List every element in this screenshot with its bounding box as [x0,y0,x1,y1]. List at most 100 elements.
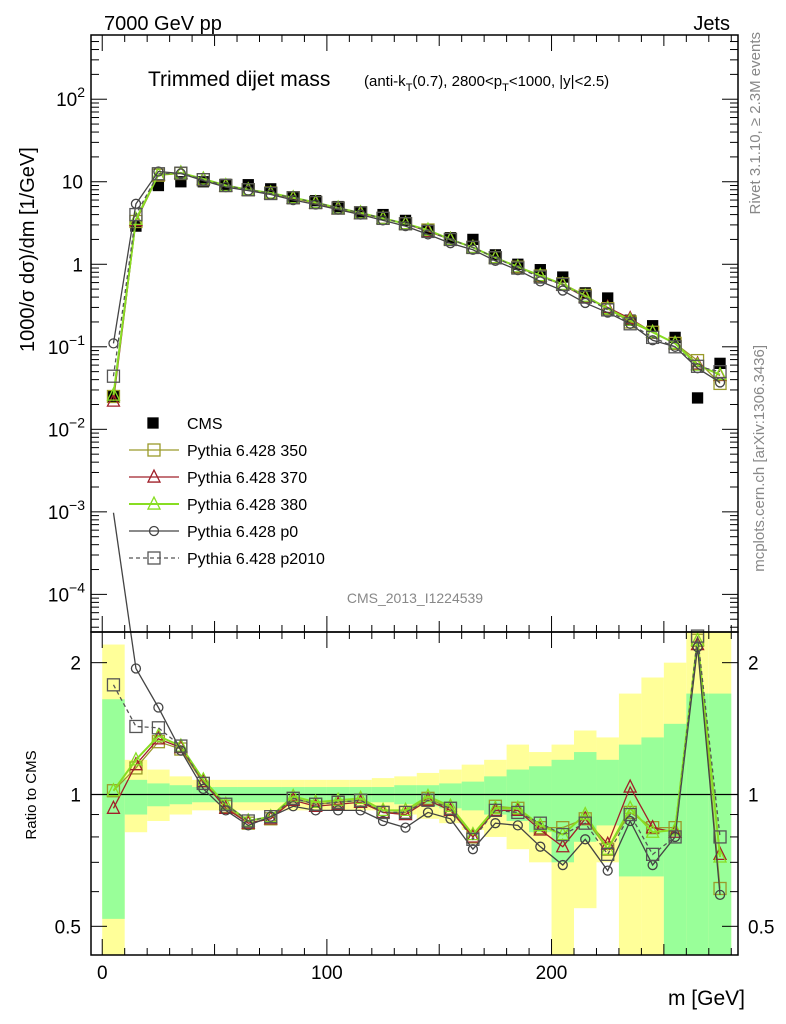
ratio-point-pythia-6-428-p0 [669,831,681,843]
ratio-point-pythia-6-428-p2010 [398,805,413,820]
axis-tick-labels: 10−4 10−3 10−2 10−1 1 10 102 0.5 0.5 1 1 2 2 0 100 200 [48,84,775,984]
ratio-point-pythia-6-428-p2010 [219,797,233,811]
main-series-pythia-6-428-370 [106,164,728,407]
ratio-point-pythia-6-428-380 [510,799,525,814]
main-point-pythia-6-428-p2010 [219,178,233,193]
ratio-point-pythia-6-428-380 [151,727,166,742]
ratio-point-pythia-6-428-p2010 [196,776,210,791]
main-point-pythia-6-428-p2010 [398,217,413,231]
ratio-line-pythia-6-428-p0 [112,512,721,895]
ratio-point-pythia-6-428-p2010 [668,830,682,844]
ratio-point-pythia-6-428-380 [578,806,593,821]
legend-marker-pythia-6-428-380 [146,495,162,510]
main-series-pythia-6-428-p0 [108,166,726,388]
main-line-pythia-6-428-p2010 [112,172,721,377]
ratio-point-pythia-6-428-p0 [714,889,726,900]
main-y-tick-label: 102 [56,84,85,111]
legend: CMS Pythia 6.428 350 Pythia 6.428 370 Pythi… [129,416,325,568]
legend-entry-pythia-6-428-380: Pythia 6.428 380 [129,495,307,514]
main-point-pythia-6-428-380 [555,276,570,291]
main-point-pythia-6-428-p2010 [690,359,705,373]
ratio-point-pythia-6-428-p2010 [309,797,323,811]
ratio-point-pythia-6-428-380 [443,797,458,812]
ratio-point-pythia-6-428-p0 [422,807,434,818]
legend-entry-pythia-6-428-350: Pythia 6.428 350 [129,443,307,460]
ratio-point-pythia-6-428-p2010 [645,847,660,861]
ratio-point-pythia-6-428-370 [196,773,211,788]
main-point-pythia-6-428-p0 [288,194,299,206]
header-jets-label: Jets [693,13,730,35]
ratio-y-tick-label-left: 2 [70,654,81,675]
ratio-band-green-bin [596,759,619,826]
ratio-point-pythia-6-428-p0 [602,865,613,876]
main-point-pythia-6-428-p2010 [309,195,323,210]
legend-label-pythia-6-428-p2010: Pythia 6.428 p2010 [187,551,325,568]
main-point-pythia-6-428-p2010 [421,224,435,239]
main-y-tick-label: 10 [62,173,83,194]
main-point-pythia-6-428-p2010 [511,261,525,275]
ratio-point-pythia-6-428-370 [398,806,413,821]
main-point-pythia-6-428-p2010 [645,330,660,345]
ratio-point-pythia-6-428-p0 [557,859,568,871]
ratio-point-pythia-6-428-380 [375,801,391,817]
main-point-pythia-6-428-p2010 [488,251,503,265]
ratio-point-pythia-6-428-380 [218,795,233,810]
main-point-pythia-6-428-380 [712,366,728,381]
main-point-pythia-6-428-p2010 [443,232,458,247]
ratio-point-pythia-6-428-p0 [288,801,299,812]
ratio-y-tick-label-right: 1 [748,785,759,806]
main-y-tick-label: 10−1 [48,332,85,359]
rivet-version-label: Rivet 3.1.10, ≥ 2.3M events [747,32,764,215]
legend-label-pythia-6-428-370: Pythia 6.428 370 [187,470,307,487]
ratio-point-pythia-6-428-p2010 [466,832,480,846]
ratio-point-pythia-6-428-370 [331,795,346,810]
main-point-pythia-6-428-380 [623,311,638,326]
main-y-tick-label: 1 [72,255,83,276]
ratio-point-pythia-6-428-370 [712,845,728,861]
main-point-pythia-6-428-380 [263,184,278,199]
main-series-pythia-6-428-380 [106,164,728,401]
main-line-pythia-6-428-380 [112,171,721,396]
legend-entry-cms: CMS [147,416,223,433]
ratio-point-pythia-6-428-370 [488,801,503,817]
main-point-pythia-6-428-p2010 [623,317,637,331]
main-point-pythia-6-428-p2010 [533,270,547,284]
main-point-pythia-6-428-p2010 [331,201,345,215]
main-point-pythia-6-428-p2010 [241,183,255,197]
legend-marker-pythia-6-428-370 [146,468,162,483]
ratio-point-pythia-6-428-380 [308,793,323,808]
main-point-pythia-6-428-p0 [669,341,681,352]
ratio-point-pythia-6-428-p2010 [286,791,300,805]
ratio-point-pythia-6-428-p2010 [421,793,435,807]
main-point-pythia-6-428-p2010 [713,364,727,379]
ratio-y-tick-label-right: 2 [748,654,759,675]
main-point-pythia-6-428-p2010 [106,369,121,383]
main-y-tick-label: 10−4 [48,579,85,606]
ratio-point-pythia-6-428-380 [645,823,660,838]
main-point-pythia-6-428-p2010 [196,173,210,187]
ratio-point-pythia-6-428-p0 [243,820,254,831]
main-line-pythia-6-428-350 [112,172,721,397]
ratio-band-green-bin [529,766,552,833]
ratio-point-pythia-6-428-380 [353,789,368,805]
main-point-pythia-6-428-p0 [422,229,434,240]
ratio-plot-frame [90,631,739,956]
ratio-point-pythia-6-428-p2010 [106,678,121,692]
axis-ticks [91,34,738,955]
ratio-point-pythia-6-428-380 [128,751,143,766]
ratio-series-layer [106,512,728,900]
ratio-point-pythia-6-428-p2010 [578,816,592,830]
ratio-line-pythia-6-428-370 [112,644,721,855]
main-point-pythia-6-428-p2010 [668,340,682,354]
ratio-band-green-bin [102,699,125,919]
ratio-point-pythia-6-428-p0 [490,818,501,829]
ratio-point-pythia-6-428-p2010 [601,847,615,861]
main-line-pythia-6-428-370 [112,172,721,402]
ratio-point-pythia-6-428-p2010 [713,830,727,844]
ratio-point-pythia-6-428-380 [488,799,503,814]
ratio-line-pythia-6-428-380 [112,640,722,858]
main-point-pythia-6-428-p2010 [264,186,278,201]
legend-label-cms: CMS [187,416,223,433]
legend-marker-pythia-6-428-p0 [148,525,160,537]
